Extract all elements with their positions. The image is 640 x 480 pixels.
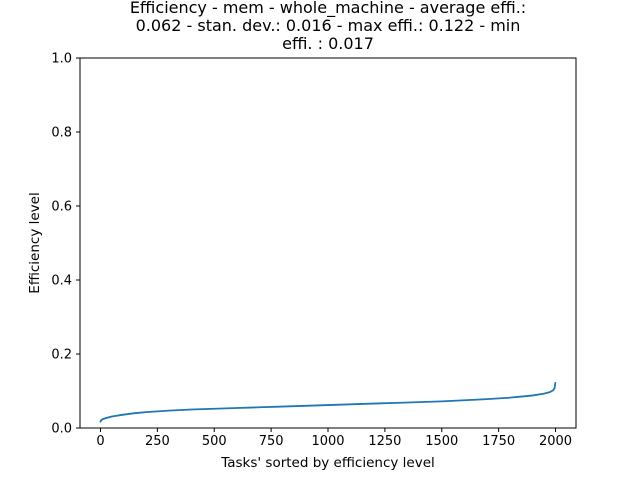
x-tick-label: 1500 [425, 434, 458, 449]
chart-title-line-1: Efficiency - mem - whole_machine - avera… [130, 0, 526, 18]
chart-title-line-3: effi. : 0.017 [282, 34, 374, 53]
y-axis-label: Efficiency level [27, 192, 43, 293]
y-axis-ticks: 0.0 0.2 0.4 0.6 0.8 1.0 [51, 52, 80, 437]
x-tick-label: 2000 [539, 434, 572, 449]
x-tick-label: 1750 [482, 434, 515, 449]
y-tick-label: 0.6 [51, 200, 72, 215]
y-tick-label: 0.8 [51, 126, 72, 141]
x-tick-label: 250 [145, 434, 170, 449]
x-axis-ticks: 0 250 500 750 1000 1250 1500 1750 2000 [96, 428, 572, 449]
y-tick-label: 0.4 [51, 274, 72, 289]
x-axis-label: Tasks' sorted by efficiency level [220, 455, 435, 471]
chart-title: Efficiency - mem - whole_machine - avera… [130, 0, 526, 53]
y-tick-label: 1.0 [51, 52, 72, 67]
x-tick-label: 500 [202, 434, 227, 449]
x-tick-label: 750 [259, 434, 284, 449]
plot-frame [79, 57, 577, 429]
series-layer [99, 381, 557, 423]
chart-title-line-2: 0.062 - stan. dev.: 0.016 - max effi.: 0… [136, 16, 521, 35]
y-tick-label: 0.2 [51, 348, 72, 363]
x-tick-label: 1000 [311, 434, 344, 449]
x-tick-label: 0 [96, 434, 104, 449]
series-line [99, 381, 557, 423]
y-tick-label: 0.0 [51, 422, 72, 437]
x-tick-label: 1250 [368, 434, 401, 449]
